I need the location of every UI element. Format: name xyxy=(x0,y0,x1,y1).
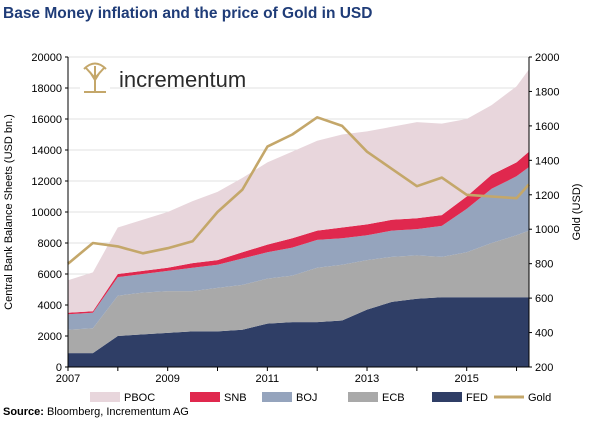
series-line-gold xyxy=(67,116,530,265)
legend: PBOC SNB BOJ ECB FED Gold xyxy=(90,392,551,404)
legend-swatch-ecb xyxy=(348,392,378,402)
y2-axis-label: Gold (USD) xyxy=(571,184,583,241)
y-tick-label: 18000 xyxy=(31,83,62,95)
y2-tick-label: 1000 xyxy=(535,224,559,236)
y2-tick-label: 1800 xyxy=(535,86,559,98)
y-tick-label: 14000 xyxy=(31,145,62,157)
source-text: Bloomberg, Incrementum AG xyxy=(43,406,189,418)
legend-label-fed: FED xyxy=(466,392,488,404)
legend-swatch-snb xyxy=(190,392,220,402)
legend-swatch-boj xyxy=(262,392,292,402)
legend-swatch-fed xyxy=(432,392,462,402)
legend-label-snb: SNB xyxy=(224,392,247,404)
x-tick-label: 2015 xyxy=(454,373,478,385)
y2-tick-label: 1200 xyxy=(535,190,559,202)
x-tick-label: 2007 xyxy=(56,373,80,385)
chart-title: Base Money inflation and the price of Go… xyxy=(3,5,373,22)
source-label: Source: xyxy=(3,406,44,418)
y-tick-label: 10000 xyxy=(31,207,62,219)
gold-line xyxy=(67,116,530,265)
incrementum-logo: incrementum xyxy=(80,62,246,94)
legend-label-ecb: ECB xyxy=(382,392,405,404)
y-tick-label: 2000 xyxy=(38,331,62,343)
stacked-areas xyxy=(68,69,529,367)
tree-icon xyxy=(80,62,110,94)
x-tick-label: 2011 xyxy=(256,373,280,385)
y2-tick-label: 1600 xyxy=(535,121,559,133)
area-pboc xyxy=(68,69,529,313)
logo-text: incrementum xyxy=(119,67,246,92)
legend-label-gold: Gold xyxy=(528,392,551,404)
legend-label-boj: BOJ xyxy=(296,392,317,404)
y-axis-label: Central Bank Balance Sheets (USD bn.) xyxy=(3,114,15,310)
y-tick-label: 4000 xyxy=(38,300,62,312)
source-note: Source: Bloomberg, Incrementum AG xyxy=(3,406,189,418)
x-tick-label: 2009 xyxy=(155,373,179,385)
y-tick-label: 12000 xyxy=(31,176,62,188)
y-tick-labels: 0 2000 4000 6000 8000 10000 12000 14000 16000 180… xyxy=(31,52,68,374)
legend-swatch-pboc xyxy=(90,392,120,402)
area-fed xyxy=(68,297,529,367)
y-tick-label: 0 xyxy=(56,362,62,374)
y-tick-label: 16000 xyxy=(31,114,62,126)
y2-tick-label: 400 xyxy=(535,328,553,340)
area-boj xyxy=(68,167,529,330)
y2-tick-label: 2000 xyxy=(535,52,559,64)
y2-tick-label: 600 xyxy=(535,293,553,305)
y-tick-label: 8000 xyxy=(38,238,62,250)
x-tick-label: 2013 xyxy=(355,373,379,385)
y2-tick-label: 200 xyxy=(535,362,553,374)
y-tick-label: 20000 xyxy=(31,52,62,64)
legend-label-pboc: PBOC xyxy=(124,392,155,404)
y2-tick-labels: 200 400 600 800 1000 1200 1400 1600 1800 2000 xyxy=(529,52,559,374)
x-tick-labels: 2007 2009 2011 2013 2015 xyxy=(56,367,518,385)
y2-tick-label: 1400 xyxy=(535,155,559,167)
area-ecb xyxy=(68,230,529,354)
y2-tick-label: 800 xyxy=(535,259,553,271)
y-tick-label: 6000 xyxy=(38,269,62,281)
